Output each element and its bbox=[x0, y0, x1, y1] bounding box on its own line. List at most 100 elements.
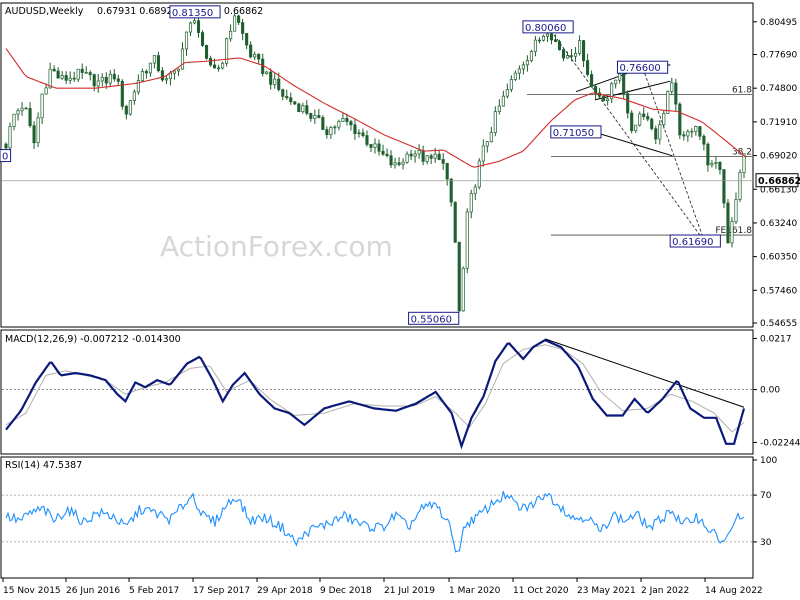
candle-body bbox=[642, 113, 646, 117]
candle-body bbox=[188, 22, 193, 33]
candle-body bbox=[505, 89, 509, 97]
candle-body bbox=[60, 75, 64, 79]
candle-body bbox=[213, 64, 217, 69]
price-level-box bbox=[669, 234, 721, 248]
price-level-text: 0.71050 bbox=[553, 128, 594, 139]
candle-body bbox=[217, 67, 221, 70]
candle-body bbox=[654, 128, 658, 140]
candle-body bbox=[445, 162, 449, 180]
price-level-text: 0.55060 bbox=[411, 314, 452, 325]
candle-body bbox=[650, 118, 654, 129]
candle-body bbox=[116, 78, 120, 82]
candle-body bbox=[144, 71, 148, 74]
candle-body bbox=[321, 117, 325, 130]
candle-body bbox=[192, 20, 197, 24]
macd-y-axis: 0.0217 0.00 -0.022445 bbox=[2, 334, 800, 448]
candle-body bbox=[429, 155, 433, 159]
candle-body bbox=[12, 113, 16, 128]
price-level-box bbox=[169, 5, 221, 19]
price-level-tag: 0.81350 bbox=[169, 5, 221, 19]
candle-body bbox=[72, 77, 76, 80]
candle-body bbox=[389, 155, 393, 166]
candle-body bbox=[437, 153, 441, 160]
candle-body bbox=[112, 73, 116, 80]
macd-y-tick-label: 0.00 bbox=[760, 386, 780, 396]
price-level-text: 0 bbox=[2, 152, 8, 163]
candle-body bbox=[209, 58, 213, 66]
candle-body bbox=[20, 107, 24, 112]
price-level-box bbox=[550, 125, 602, 139]
candle-body bbox=[313, 115, 317, 119]
candle-body bbox=[441, 159, 445, 164]
candle-body bbox=[481, 145, 485, 162]
price-y-tick-label: 0.69020 bbox=[760, 152, 797, 162]
candle-body bbox=[241, 22, 245, 34]
candle-body bbox=[196, 20, 201, 33]
rsi-y-tick-label: 100 bbox=[760, 456, 777, 466]
candle-body bbox=[80, 68, 84, 73]
candle-body bbox=[417, 150, 421, 155]
candle-body bbox=[702, 135, 706, 145]
candle-body bbox=[265, 71, 269, 74]
candle-body bbox=[136, 80, 140, 93]
price-level-box bbox=[616, 60, 669, 74]
candle-body bbox=[277, 78, 281, 91]
candle-body bbox=[670, 82, 674, 92]
price-level-labels: 0.81350 0.80060 0.76600 0.71050 0.61690 0.550… bbox=[0, 5, 721, 325]
candle-body bbox=[289, 97, 293, 103]
candle-body bbox=[8, 126, 12, 149]
candle-body bbox=[273, 78, 277, 85]
candle-body bbox=[730, 221, 734, 244]
price-level-text: 0.80060 bbox=[525, 23, 566, 34]
candle-body bbox=[686, 131, 690, 137]
price-level-tag: 0.71050 bbox=[550, 125, 602, 139]
candle-body bbox=[742, 153, 746, 173]
candle-body bbox=[718, 162, 722, 170]
candle-body bbox=[425, 155, 429, 162]
candle-body bbox=[4, 143, 8, 149]
candle-body bbox=[229, 30, 233, 40]
candle-body bbox=[682, 134, 686, 137]
candle-body bbox=[373, 143, 377, 148]
candle-body bbox=[152, 55, 156, 64]
candle-body bbox=[706, 143, 710, 166]
candle-body bbox=[405, 153, 409, 163]
candle-body bbox=[606, 98, 610, 101]
candle-body bbox=[485, 141, 489, 147]
candle-body bbox=[465, 211, 469, 269]
candle-body bbox=[305, 105, 309, 114]
candle-body bbox=[710, 163, 714, 166]
candle-body bbox=[517, 68, 521, 74]
candle-body bbox=[610, 83, 614, 100]
price-level-box bbox=[0, 149, 12, 163]
price-y-tick-label: 0.80495 bbox=[760, 18, 797, 28]
candle-body bbox=[638, 113, 642, 126]
candle-body bbox=[249, 44, 253, 58]
macd-panel-frame bbox=[0, 329, 754, 455]
x-tick-label: 15 Nov 2015 bbox=[3, 586, 61, 596]
candle-body bbox=[156, 55, 160, 72]
candle-body bbox=[573, 52, 578, 57]
candle-body bbox=[285, 96, 289, 99]
candle-body bbox=[622, 73, 626, 94]
candle-body bbox=[32, 125, 36, 144]
fib-label: FE161.8 bbox=[715, 226, 752, 236]
candle-body bbox=[84, 72, 88, 74]
price-level-tag: 0 bbox=[0, 149, 12, 163]
candle-body bbox=[329, 127, 333, 135]
rsi-title: RSI(14) 47.5387 bbox=[5, 460, 82, 471]
price-level-tag: 0.80060 bbox=[522, 20, 574, 34]
candle-body bbox=[493, 111, 497, 133]
price-y-tick-label: 0.60350 bbox=[760, 253, 797, 263]
x-tick-label: 26 Jun 2016 bbox=[66, 586, 120, 596]
candle-body bbox=[582, 40, 586, 61]
candle-body bbox=[509, 79, 513, 90]
candle-body bbox=[184, 31, 189, 50]
candle-body bbox=[602, 95, 606, 101]
candle-body bbox=[40, 93, 44, 119]
candle-body bbox=[92, 74, 96, 87]
price-y-tick-label: 0.71910 bbox=[760, 118, 797, 128]
candle-body bbox=[200, 32, 205, 46]
candle-body bbox=[413, 153, 417, 157]
candle-body bbox=[569, 55, 574, 57]
